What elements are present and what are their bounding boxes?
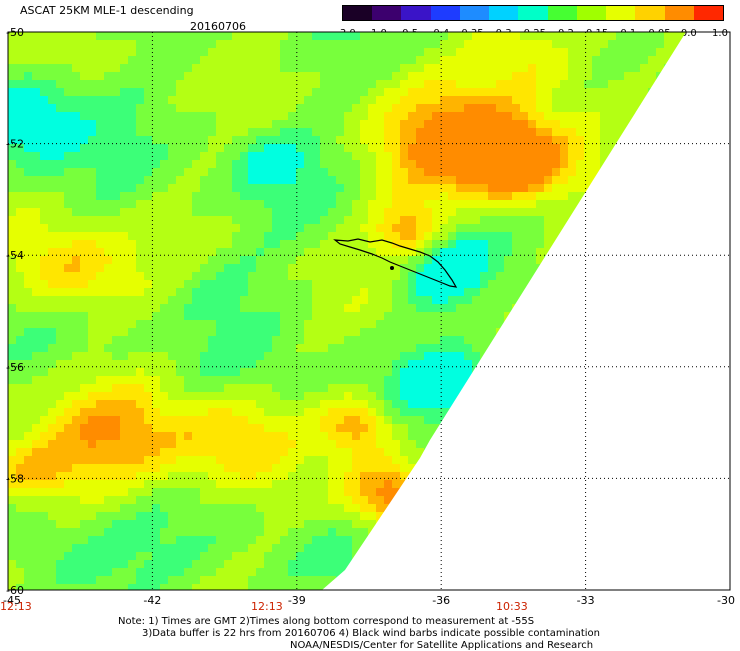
latitude-tick-label: -60: [6, 584, 24, 597]
latitude-tick-label: -54: [6, 249, 24, 262]
longitude-tick-label: -30: [717, 594, 735, 607]
time-label-2: 12:13: [251, 601, 283, 612]
latitude-tick-label: -56: [6, 361, 24, 374]
wind-data-swath: [8, 32, 736, 592]
latitude-tick-label: -50: [6, 26, 24, 39]
latitude-tick-label: -52: [6, 138, 24, 151]
footnote-2: 3)Data buffer is 22 hrs from 20160706 4)…: [142, 629, 600, 639]
footnote-1: Note: 1) Times are GMT 2)Times along bot…: [118, 617, 534, 627]
longitude-tick-label: -36: [432, 594, 450, 607]
longitude-tick-label: -42: [143, 594, 161, 607]
island-dot: [390, 266, 394, 270]
longitude-tick-label: -33: [577, 594, 595, 607]
time-label-3: 10:33: [496, 601, 528, 612]
time-label-1: 12:13: [0, 601, 32, 612]
longitude-tick-label: -39: [288, 594, 306, 607]
latitude-tick-label: -58: [6, 472, 24, 485]
